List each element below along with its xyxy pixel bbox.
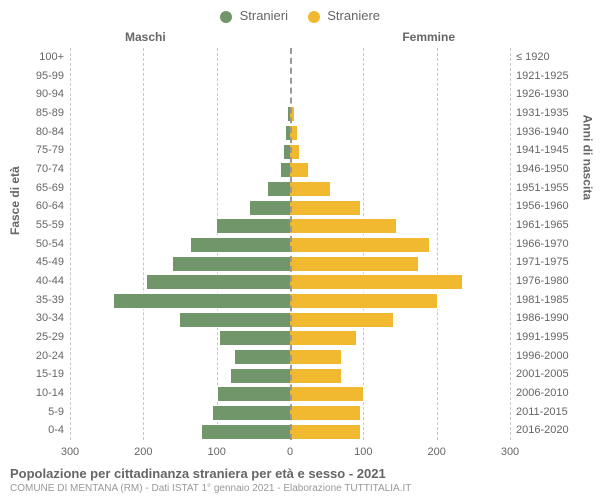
bar-male (179, 312, 290, 328)
age-label: 55-59 (20, 218, 64, 232)
age-label: 100+ (20, 50, 64, 64)
bar-female (290, 274, 463, 290)
bar-male (217, 386, 290, 402)
bar-male (146, 274, 290, 290)
year-label: 1946-1950 (516, 162, 588, 176)
pyramid-chart: Stranieri Straniere Maschi Femmine Fasce… (0, 0, 600, 500)
bar-female (290, 237, 430, 253)
age-label: 80-84 (20, 125, 64, 139)
year-label: 2016-2020 (516, 423, 588, 437)
legend-item-female: Straniere (308, 8, 380, 23)
column-title-left: Maschi (125, 30, 166, 44)
legend-swatch-female (308, 11, 320, 23)
age-label: 5-9 (20, 405, 64, 419)
column-title-right: Femmine (402, 30, 455, 44)
age-label: 50-54 (20, 237, 64, 251)
bar-female (290, 256, 419, 272)
age-label: 0-4 (20, 423, 64, 437)
chart-subtitle: COMUNE DI MENTANA (RM) - Dati ISTAT 1° g… (10, 483, 590, 494)
bar-male (113, 293, 290, 309)
age-label: 85-89 (20, 106, 64, 120)
age-label: 20-24 (20, 349, 64, 363)
age-label: 70-74 (20, 162, 64, 176)
age-label: 90-94 (20, 87, 64, 101)
x-tick-label: 100 (207, 446, 225, 458)
bar-female (290, 312, 394, 328)
legend-item-male: Stranieri (220, 8, 288, 23)
age-label: 15-19 (20, 367, 64, 381)
x-tick-label: 0 (287, 446, 293, 458)
age-label: 35-39 (20, 293, 64, 307)
age-label: 95-99 (20, 69, 64, 83)
age-label: 40-44 (20, 274, 64, 288)
chart-title: Popolazione per cittadinanza straniera p… (10, 466, 590, 481)
year-label: 1961-1965 (516, 218, 588, 232)
year-label: 1966-1970 (516, 237, 588, 251)
grid-line (510, 48, 511, 440)
year-label: 1981-1985 (516, 293, 588, 307)
year-label: ≤ 1920 (516, 50, 588, 64)
x-tick-label: 300 (501, 446, 519, 458)
bar-male (230, 368, 290, 384)
x-tick-label: 300 (61, 446, 79, 458)
age-label: 25-29 (20, 330, 64, 344)
age-label: 60-64 (20, 199, 64, 213)
age-label: 65-69 (20, 181, 64, 195)
bar-male (216, 218, 290, 234)
x-tick-label: 200 (427, 446, 445, 458)
bar-male (280, 162, 290, 178)
year-label: 1986-1990 (516, 311, 588, 325)
age-label: 10-14 (20, 386, 64, 400)
legend: Stranieri Straniere (0, 8, 600, 23)
bar-female (290, 200, 361, 216)
plot-area: 3002001000100200300100+≤ 192095-991921-1… (70, 48, 510, 440)
year-label: 2006-2010 (516, 386, 588, 400)
center-line (290, 48, 292, 440)
year-label: 2001-2005 (516, 367, 588, 381)
footer: Popolazione per cittadinanza straniera p… (10, 466, 590, 494)
year-label: 1936-1940 (516, 125, 588, 139)
bar-male (201, 424, 290, 440)
year-label: 1921-1925 (516, 69, 588, 83)
bar-male (212, 405, 290, 421)
year-label: 1976-1980 (516, 274, 588, 288)
year-label: 2011-2015 (516, 405, 588, 419)
bar-female (290, 218, 397, 234)
legend-swatch-male (220, 11, 232, 23)
bar-female (290, 368, 342, 384)
age-label: 75-79 (20, 143, 64, 157)
year-label: 1971-1975 (516, 255, 588, 269)
bar-female (290, 424, 361, 440)
year-label: 1926-1930 (516, 87, 588, 101)
bar-male (190, 237, 290, 253)
bar-male (172, 256, 290, 272)
age-label: 45-49 (20, 255, 64, 269)
bar-male (267, 181, 290, 197)
year-label: 1996-2000 (516, 349, 588, 363)
bar-female (290, 386, 364, 402)
bar-male (283, 144, 290, 160)
bar-female (290, 162, 309, 178)
bar-female (290, 330, 357, 346)
year-label: 1991-1995 (516, 330, 588, 344)
year-label: 1941-1945 (516, 143, 588, 157)
year-label: 1956-1960 (516, 199, 588, 213)
bar-female (290, 405, 361, 421)
legend-label-female: Straniere (327, 8, 380, 23)
year-label: 1931-1935 (516, 106, 588, 120)
bar-male (219, 330, 290, 346)
x-tick-label: 100 (354, 446, 372, 458)
bar-male (249, 200, 290, 216)
x-tick-label: 200 (134, 446, 152, 458)
year-label: 1951-1955 (516, 181, 588, 195)
bar-male (234, 349, 290, 365)
legend-label-male: Stranieri (240, 8, 288, 23)
age-label: 30-34 (20, 311, 64, 325)
bar-female (290, 293, 438, 309)
bar-female (290, 181, 331, 197)
bar-female (290, 349, 342, 365)
